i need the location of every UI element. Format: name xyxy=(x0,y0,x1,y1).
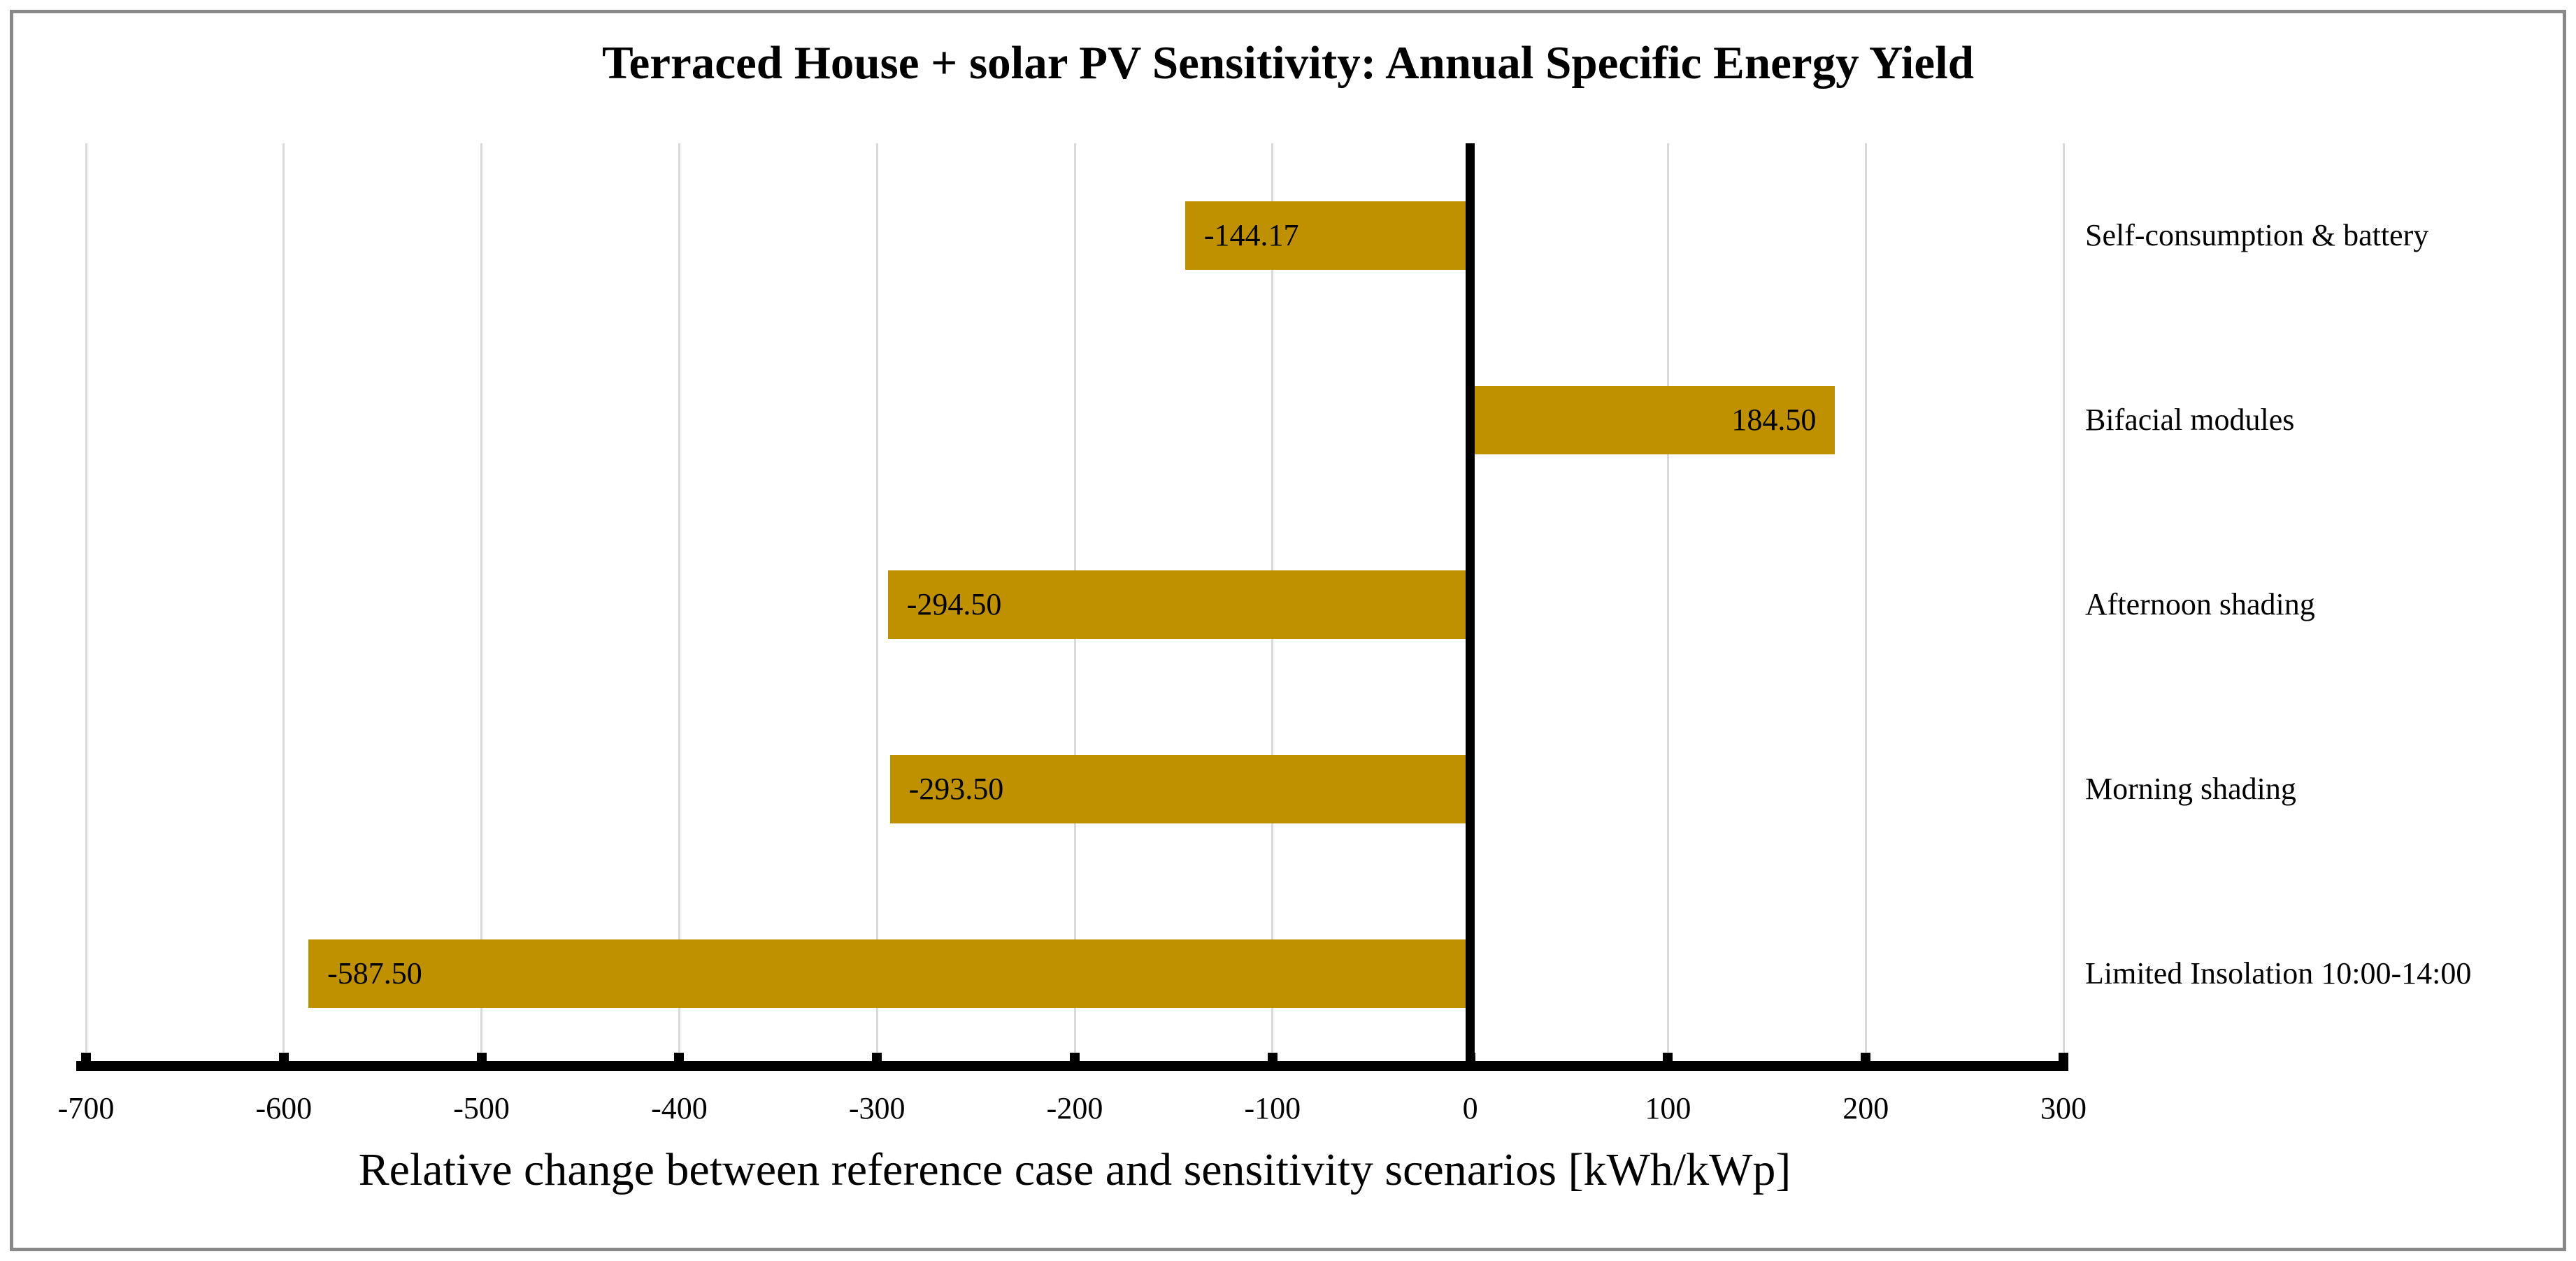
x-axis-tick xyxy=(1663,1053,1673,1061)
x-axis-tick-label: -300 xyxy=(848,1091,906,1125)
x-axis-tick-label: -500 xyxy=(453,1091,510,1125)
bar-self-consumption-battery xyxy=(1185,201,1471,270)
x-axis-tick-label: -700 xyxy=(57,1091,115,1125)
gridline xyxy=(282,143,285,1061)
bar-morning-shading xyxy=(889,755,1471,823)
x-axis-tick-label: -600 xyxy=(255,1091,313,1125)
x-axis-tick xyxy=(1861,1053,1871,1061)
gridline xyxy=(1864,143,1867,1061)
x-axis-tick xyxy=(2059,1053,2068,1061)
x-axis-tick-label: -200 xyxy=(1046,1091,1103,1125)
gridline xyxy=(2062,143,2065,1061)
category-label: Bifacial modules xyxy=(2085,403,2295,437)
x-axis-line xyxy=(76,1061,2068,1071)
x-axis-tick-label: -100 xyxy=(1244,1091,1301,1125)
x-axis-tick xyxy=(81,1053,91,1061)
category-label: Limited Insolation 10:00-14:00 xyxy=(2085,956,2472,990)
x-axis-tick-label: 200 xyxy=(1842,1091,1889,1125)
x-axis-tick-label: 0 xyxy=(1462,1091,1478,1125)
zero-axis-line xyxy=(1466,143,1475,1071)
chart-border xyxy=(10,10,2566,1251)
bar-value-label: 184.50 xyxy=(1731,403,1817,437)
category-label: Self-consumption & battery xyxy=(2085,218,2429,252)
x-axis-tick xyxy=(674,1053,685,1061)
x-axis-tick-label: 100 xyxy=(1645,1091,1691,1125)
bar-bifacial-modules xyxy=(1470,386,1836,454)
bar-value-label: -294.50 xyxy=(906,587,1002,621)
category-label: Morning shading xyxy=(2085,772,2296,806)
gridline xyxy=(678,143,680,1061)
x-axis-tick xyxy=(476,1053,487,1061)
gridline xyxy=(875,143,878,1061)
bar-afternoon-shading xyxy=(887,570,1471,639)
x-axis-tick xyxy=(872,1053,882,1061)
bar-value-label: -293.50 xyxy=(908,772,1004,806)
bar-value-label: -587.50 xyxy=(327,956,422,990)
gridline xyxy=(85,143,87,1061)
gridline xyxy=(480,143,483,1061)
x-axis-tick xyxy=(1267,1053,1278,1061)
x-axis-tick xyxy=(1465,1053,1475,1061)
x-axis-tick-label: -400 xyxy=(651,1091,708,1125)
bar-value-label: -144.17 xyxy=(1203,218,1299,252)
x-axis-title: Relative change between reference case a… xyxy=(358,1144,1791,1195)
bar-limited-insolation-10-00-14-00 xyxy=(308,939,1471,1008)
gridline xyxy=(1666,143,1669,1061)
x-axis-tick xyxy=(1070,1053,1080,1061)
x-axis-tick xyxy=(278,1053,289,1061)
chart-title: Terraced House + solar PV Sensitivity: A… xyxy=(602,37,1974,89)
x-axis-tick-label: 300 xyxy=(2040,1091,2087,1125)
category-label: Afternoon shading xyxy=(2085,587,2315,621)
